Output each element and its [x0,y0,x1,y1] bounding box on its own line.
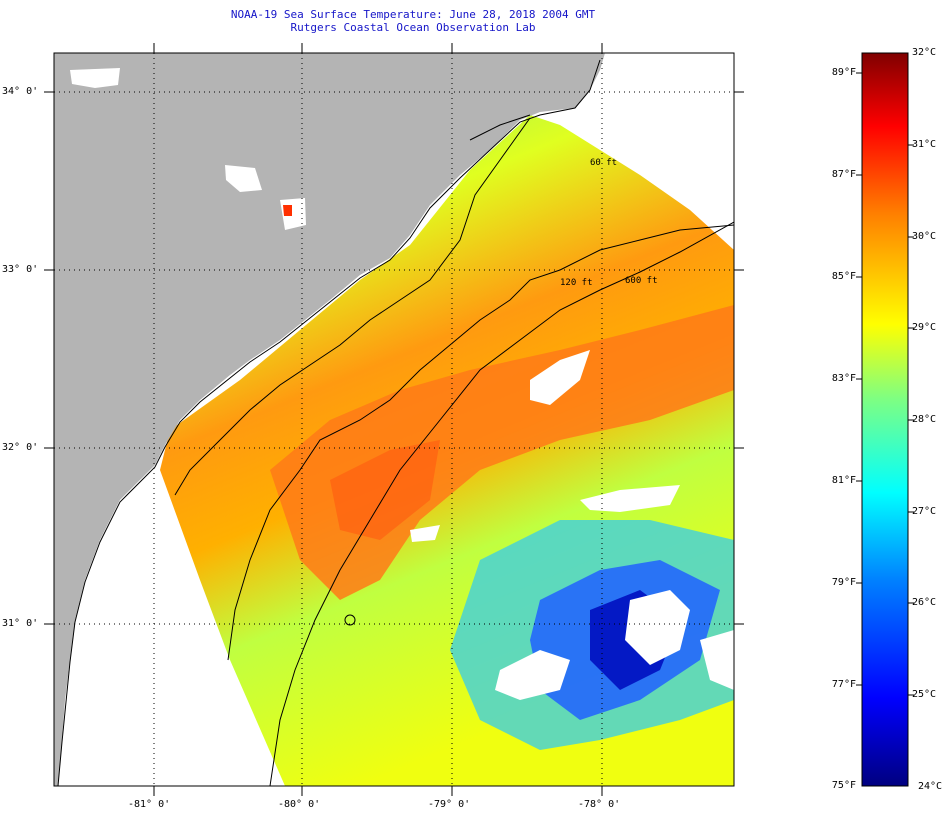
lon-label-80: -80° 0' [278,799,321,810]
map-title: NOAA-19 Sea Surface Temperature: June 28… [230,8,596,21]
land-area [54,53,605,786]
graticule [54,53,734,786]
cb-c-32: 32°C [912,47,937,58]
contour-label-120: 120 ft [560,278,593,288]
lon-label-81: -81° 0' [128,799,171,810]
lat-label-31: 31° 0' [2,618,39,629]
cb-f-75: 75°F [831,780,856,791]
cb-f-85: 85°F [831,271,856,282]
isobath-120ft [227,224,734,661]
contour-label-60: 60 ft [590,158,617,168]
cb-f-81: 81°F [831,475,856,486]
coastline [57,59,601,786]
cb-f-89: 89°F [831,67,856,78]
colorbar [861,52,909,787]
cb-f-83: 83°F [831,373,856,384]
lat-label-33: 33° 0' [2,264,39,275]
lon-label-78: -78° 0' [578,799,621,810]
cb-c-30: 30°C [912,231,937,242]
cb-c-27: 27°C [912,506,937,517]
lat-label-34: 34° 0' [2,86,39,97]
map-subtitle: Rutgers Coastal Ocean Observation Lab [290,21,536,34]
cb-f-77: 77°F [831,679,856,690]
cb-f-87: 87°F [831,169,856,180]
lon-label-79: -79° 0' [428,799,471,810]
cb-f-79: 79°F [831,577,856,588]
lat-label-32: 32° 0' [2,442,39,453]
cb-c-31: 31°C [912,139,937,150]
contour-label-600: 600 ft [625,276,658,286]
cb-c-25: 25°C [912,689,937,700]
cb-c-24: 24°C [918,781,943,792]
cb-c-26: 26°C [912,597,937,608]
cb-c-29: 29°C [912,322,937,333]
cb-c-28: 28°C [912,414,937,425]
